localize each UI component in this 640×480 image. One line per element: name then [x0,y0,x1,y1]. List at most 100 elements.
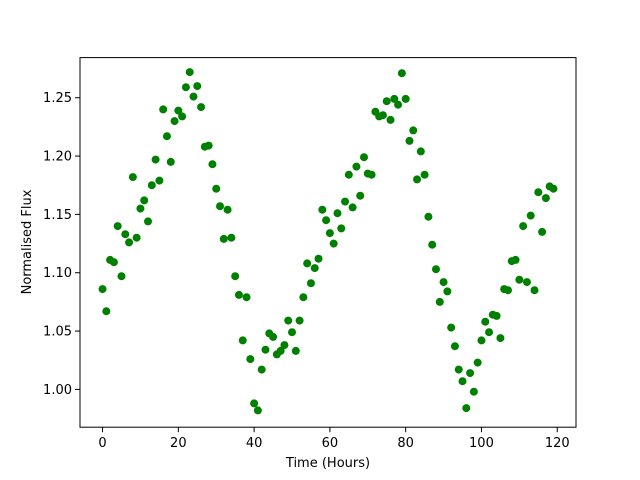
point [125,238,134,247]
point [246,355,255,364]
point [337,224,346,233]
y-tick-label: 1.20 [43,150,72,165]
point [519,222,528,231]
x-tick-label: 0 [98,436,106,451]
point [481,317,490,326]
point [174,106,183,115]
point [155,176,164,185]
point [356,191,365,200]
point [431,265,440,274]
point [322,216,331,225]
y-axis-label: Normalised Flux [20,189,35,294]
point [253,406,262,415]
point [231,272,240,281]
point [212,184,221,193]
point [98,285,107,294]
point [117,272,126,281]
point [276,346,285,355]
point [424,212,433,221]
point [485,328,494,337]
point [144,217,153,226]
point [530,286,539,295]
point [242,293,251,302]
point [496,334,505,343]
point [151,155,160,164]
x-tick-label: 60 [322,436,339,451]
point [189,92,198,101]
point [310,264,319,273]
point [204,141,213,150]
point [318,205,327,214]
point [197,103,206,112]
point [382,97,391,106]
y-tick-label: 1.25 [43,91,72,106]
point [162,132,171,141]
point [503,286,512,295]
x-tick-label: 120 [545,436,570,451]
x-tick-label: 80 [397,436,414,451]
point [170,117,179,126]
point [193,82,202,91]
y-tick-label: 1.10 [43,266,72,281]
point [341,197,350,206]
point [397,69,406,78]
point [416,147,425,156]
point [522,278,531,287]
point [261,345,270,354]
point [386,115,395,124]
point [269,332,278,341]
point [401,94,410,103]
point [469,387,478,396]
point [219,234,228,243]
point [306,279,315,288]
point [348,203,357,212]
point [447,323,456,332]
point [102,307,111,316]
point [435,297,444,306]
point [477,336,486,345]
point [140,196,149,205]
point [466,369,475,378]
point [352,162,361,171]
point [450,342,459,351]
point [378,111,387,120]
point [443,287,452,296]
point [462,404,471,413]
point [147,181,156,190]
point [227,233,236,242]
axes-frame [79,57,577,428]
point [303,259,312,268]
point [413,175,422,184]
point [325,229,334,238]
x-tick-label: 40 [246,436,263,451]
point [136,204,145,213]
point [216,202,225,211]
point [185,68,194,77]
point [454,365,463,374]
point [439,278,448,287]
y-tick-label: 1.15 [43,208,72,223]
point [359,153,368,162]
point [541,194,550,203]
point [333,209,342,218]
point [367,170,376,179]
point [159,105,168,114]
point [534,188,543,197]
point [257,365,266,374]
point [515,275,524,284]
point [234,290,243,299]
point [295,316,304,325]
point [208,160,217,169]
x-axis-label: Time (Hours) [285,456,370,471]
point [178,112,187,121]
point [549,184,558,193]
point [284,316,293,325]
point [394,100,403,109]
point [458,377,467,386]
point [291,346,300,355]
point [428,240,437,249]
point [238,336,247,345]
point [181,83,190,92]
point [121,230,130,239]
